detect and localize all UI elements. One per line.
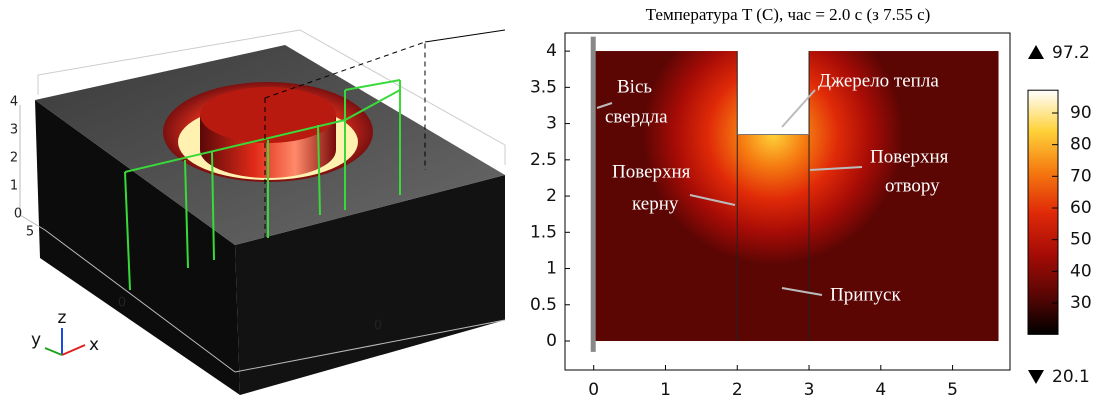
y-tick-label: 2 [546, 186, 557, 206]
annotation: отвору [885, 175, 940, 196]
max-marker [1028, 45, 1044, 59]
z-tick-label: 3 [10, 123, 18, 138]
z-tick-label: 0 [14, 207, 22, 222]
y-tick-label-3d: 5 [26, 225, 34, 240]
colorbar [1028, 90, 1058, 334]
annotation: Поверхня [612, 161, 691, 182]
x-tick-label: 1 [660, 380, 671, 400]
colorbar-max: 97.2 [1052, 43, 1090, 63]
colorbar-tick-label: 40 [1070, 261, 1092, 281]
slot [737, 50, 809, 134]
colorbar-tick-label: 90 [1070, 103, 1092, 123]
min-marker [1028, 370, 1044, 384]
colorbar-tick-label: 80 [1070, 135, 1092, 155]
y-tick-label: 1 [546, 259, 557, 279]
z-tick-label: 1 [10, 179, 18, 194]
y-tick-label: 2.5 [530, 150, 557, 170]
x-tick-label: 0 [588, 380, 599, 400]
colorbar-tick-label: 50 [1070, 230, 1092, 250]
y-tick-label: 3 [546, 114, 557, 134]
y-tick-label-3d: 0 [118, 296, 126, 311]
x-tick-label: 4 [875, 380, 886, 400]
axis-label-3d: x [89, 335, 99, 355]
y-tick-label: 0.5 [530, 295, 557, 315]
annotation: Припуск [830, 284, 901, 305]
y-tick-label: 0 [546, 331, 557, 351]
axis-label-3d: z [58, 308, 67, 328]
x-tick-label-3d: 0 [374, 319, 382, 334]
annotation: Поверхня [870, 146, 949, 167]
colorbar-min: 20.1 [1052, 367, 1090, 387]
figure: Температура T (C), час = 2.0 с (з 7.55 с… [0, 0, 1116, 405]
y-tick-label: 3.5 [530, 77, 557, 97]
axis-label-3d: y [31, 330, 41, 350]
x-tick-label: 5 [947, 380, 958, 400]
colorbar-tick-label: 60 [1070, 198, 1092, 218]
annotation: Вісь [617, 76, 652, 97]
y-tick-label: 1.5 [530, 222, 557, 242]
colorbar-tick-label: 70 [1070, 166, 1092, 186]
annotation: керну [632, 193, 679, 214]
annotation: свердла [605, 106, 668, 127]
z-tick-label: 4 [10, 95, 18, 110]
x-tick-label: 2 [732, 380, 743, 400]
drill-axis [591, 37, 596, 352]
y-tick-label: 4 [546, 41, 557, 61]
colorbar-tick-label: 30 [1070, 293, 1092, 313]
z-tick-label: 2 [10, 151, 18, 166]
plot-title: Температура T (C), час = 2.0 с (з 7.55 с… [646, 5, 931, 24]
annotation: Джерело тепла [818, 70, 939, 91]
x-tick-label: 3 [804, 380, 815, 400]
